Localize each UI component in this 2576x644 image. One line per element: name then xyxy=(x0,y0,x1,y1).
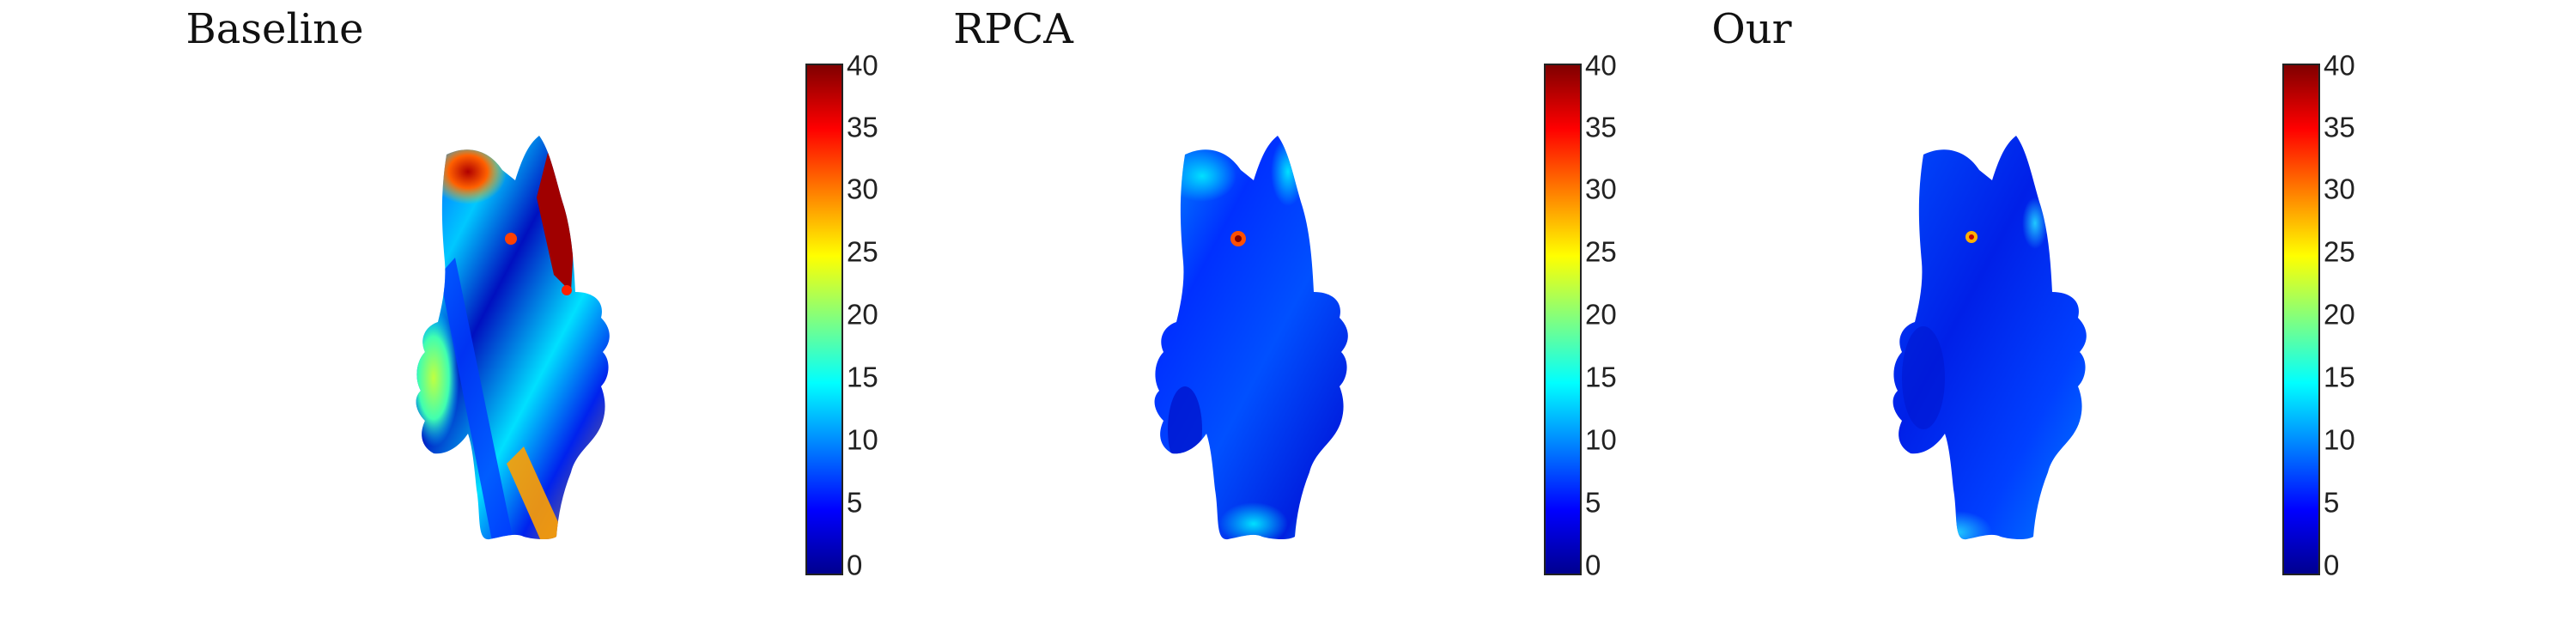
colorbar-tick: 35 xyxy=(2324,111,2355,143)
colorbar-tick: 35 xyxy=(847,111,878,143)
colorbar-tick: 20 xyxy=(2324,298,2355,331)
panel-title: Our xyxy=(1711,5,1792,53)
colorbar-tick: 5 xyxy=(1585,486,1601,519)
panel-our: Our 40 35 30 25 20 15 10 5 0 xyxy=(1477,0,2354,644)
colorbar-tick: 40 xyxy=(2324,49,2355,82)
error-map-our xyxy=(1893,136,2087,540)
colorbar-tick: 20 xyxy=(1585,298,1617,331)
colorbar-tick: 10 xyxy=(1585,423,1617,456)
colorbar-tick: 40 xyxy=(847,49,878,82)
colorbar-tick: 20 xyxy=(847,298,878,331)
colorbar-tick: 25 xyxy=(1585,235,1617,268)
colorbar xyxy=(2282,64,2320,575)
colorbar-tick: 25 xyxy=(847,235,878,268)
colorbar-tick: 5 xyxy=(2324,486,2340,519)
colorbar-tick: 15 xyxy=(847,361,878,393)
colorbar xyxy=(1544,64,1582,575)
colorbar-tick: 0 xyxy=(1585,549,1601,581)
colorbar-tick: 30 xyxy=(2324,173,2355,205)
colorbar-tick: 25 xyxy=(2324,235,2355,268)
colorbar-tick: 40 xyxy=(1585,49,1617,82)
colorbar-tick: 15 xyxy=(2324,361,2355,393)
colorbar-tick: 10 xyxy=(2324,423,2355,456)
error-map-baseline xyxy=(416,136,610,540)
colorbar-tick: 0 xyxy=(2324,549,2340,581)
panel-rpca: RPCA 40 35 30 25 20 xyxy=(738,0,1617,644)
error-map-rpca xyxy=(1154,136,1348,540)
colorbar-tick: 0 xyxy=(847,549,863,581)
colorbar-tick: 15 xyxy=(1585,361,1617,393)
colorbar-tick: 5 xyxy=(847,486,863,519)
colorbar-tick: 10 xyxy=(847,423,878,456)
colorbar-tick: 35 xyxy=(1585,111,1617,143)
panel-baseline: Baseline xyxy=(0,0,878,644)
panel-title: RPCA xyxy=(953,5,1073,53)
colorbar-tick: 30 xyxy=(847,173,878,205)
colorbar xyxy=(805,64,843,575)
panel-title: Baseline xyxy=(185,5,364,53)
colorbar-tick: 30 xyxy=(1585,173,1617,205)
